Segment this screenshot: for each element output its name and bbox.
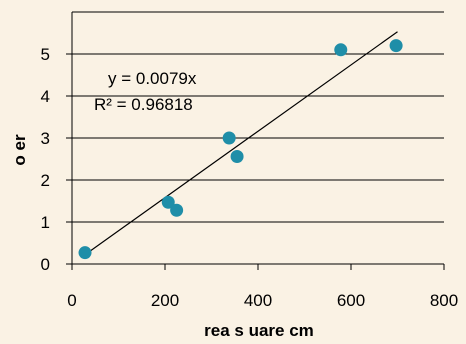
data-point-2 [161,195,175,209]
data-point-7 [389,39,403,53]
x-tick-label-800: 800 [430,291,458,310]
y-tick-label-4: 4 [41,87,50,106]
trendline-r-squared: R² = 0.96818 [94,95,193,114]
y-tick-label-2: 2 [41,171,50,190]
data-point-3 [170,203,184,217]
x-tick-label-600: 600 [337,291,365,310]
data-point-6 [334,43,348,57]
y-tick-label-5: 5 [41,45,50,64]
y-tick-label-0: 0 [41,255,50,274]
tick-labels: 0 1 2 3 4 5 0 200 400 600 800 [41,45,459,310]
y-tick-label-3: 3 [41,129,50,148]
data-point-5 [230,149,244,163]
y-axis-title: o er [10,134,29,166]
data-point-4 [222,131,236,145]
axes [66,12,445,270]
x-tick-label-400: 400 [244,291,272,310]
x-axis-title: rea s uare cm [204,321,314,340]
data-points [78,39,403,260]
x-tick-label-200: 200 [151,291,179,310]
x-tick-label-0: 0 [67,291,76,310]
trendline [80,31,398,258]
trendline-equation: y = 0.0079x [108,69,197,88]
trendline-group [80,31,398,258]
y-tick-label-1: 1 [41,213,50,232]
gridlines [72,11,444,223]
data-point-1 [78,246,92,260]
